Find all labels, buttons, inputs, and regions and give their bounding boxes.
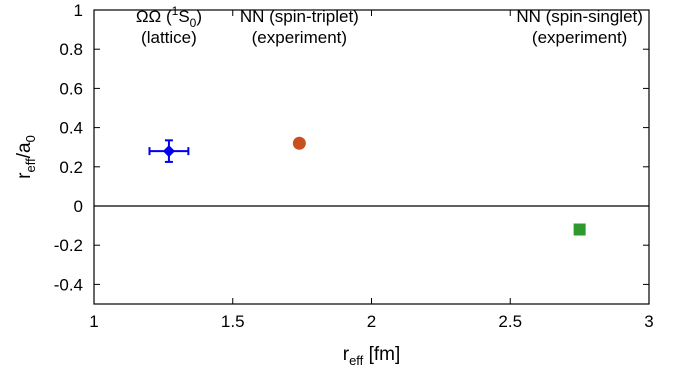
point-spin-triplet-circle: [292, 136, 306, 150]
y-tick-label: -0.4: [54, 275, 83, 294]
annotations: ΩΩ (1S0)(lattice) NN (spin-triplet) (exper…: [136, 4, 643, 47]
data-points: [148, 136, 586, 236]
annotation-line2: (experiment): [532, 28, 627, 47]
x-tick-label: 2: [367, 312, 376, 331]
annotation-line1: NN (spin-triplet): [240, 7, 359, 26]
x-tick-label: 1.5: [221, 312, 245, 331]
x-tick-label: 2.5: [498, 312, 522, 331]
y-tick-label: 0.2: [59, 158, 83, 177]
annotation-line1: NN (spin-singlet): [516, 7, 643, 26]
x-axis-ticks: 1 1.5 2 2.5 3: [89, 10, 654, 331]
annotation-line2: (lattice): [141, 28, 197, 47]
annotation-line1: ΩΩ (1S0): [136, 4, 202, 30]
y-tick-label: 0.6: [59, 79, 83, 98]
y-tick-label: 0: [74, 197, 83, 216]
y-tick-label: 0.4: [59, 119, 83, 138]
y-tick-label: 1: [74, 1, 83, 20]
point-spin-singlet-square: [573, 223, 586, 236]
y-tick-label: 0.8: [59, 40, 83, 59]
x-tick-label: 1: [89, 312, 98, 331]
plot-frame: [93, 9, 650, 305]
x-tick-label: 3: [644, 312, 653, 331]
point-lattice-diamond: [162, 145, 175, 158]
y-axis-title: reff/a0: [14, 135, 38, 179]
y-axis-ticks: -0.4 -0.2 0 0.2 0.4 0.6 0.8 1: [54, 1, 649, 294]
y-tick-label: -0.2: [54, 236, 83, 255]
x-axis-title: reff [fm]: [343, 344, 401, 368]
annotation-line2: (experiment): [252, 28, 347, 47]
